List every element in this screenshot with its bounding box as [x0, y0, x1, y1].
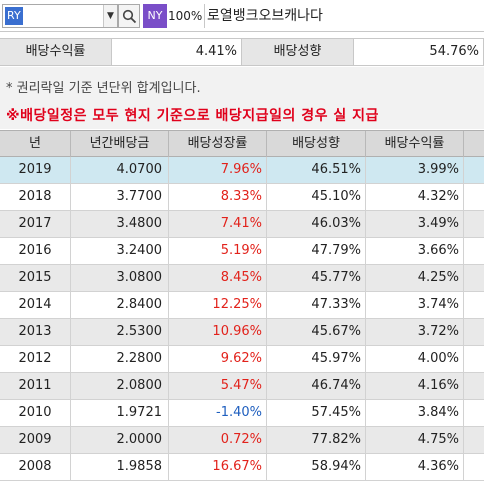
- search-icon: [122, 9, 137, 24]
- row-dividend-yield: 4.32%: [366, 184, 464, 210]
- payout-label: 배당성향: [242, 39, 354, 65]
- row-payout-ratio: 45.67%: [267, 319, 366, 345]
- header-year[interactable]: 년: [0, 131, 71, 157]
- header-dividend-yield[interactable]: 배당수익률: [366, 131, 464, 157]
- table-row[interactable]: 2010 1.9721 -1.40% 57.45% 3.84%: [0, 400, 484, 427]
- annual-note: * 권리락일 기준 년단위 합계입니다.: [6, 81, 201, 96]
- table-row[interactable]: 2019 4.0700 7.96% 46.51% 3.99%: [0, 157, 484, 184]
- row-payout-ratio: 46.03%: [267, 211, 366, 237]
- row-dividend-yield: 3.66%: [366, 238, 464, 264]
- table-row[interactable]: 2017 3.4800 7.41% 46.03% 3.49%: [0, 211, 484, 238]
- row-growth-rate: 12.25%: [169, 292, 267, 318]
- notes-area: * 권리락일 기준 년단위 합계입니다. ※배당일정은 모두 현지 기준으로 배…: [0, 67, 484, 129]
- dividend-summary: 배당수익률 4.41% 배당성향 54.76%: [0, 38, 484, 66]
- row-dividend-yield: 3.99%: [366, 157, 464, 183]
- row-payout-ratio: 47.33%: [267, 292, 366, 318]
- row-year: 2019: [0, 157, 71, 183]
- row-dividend-yield: 4.36%: [366, 454, 464, 480]
- row-annual-dividend: 4.0700: [71, 157, 169, 183]
- row-year: 2015: [0, 265, 71, 291]
- ticker-input[interactable]: RY: [5, 7, 23, 25]
- table-row[interactable]: 2009 2.0000 0.72% 77.82% 4.75%: [0, 427, 484, 454]
- row-dividend-yield: 4.00%: [366, 346, 464, 372]
- row-growth-rate: -1.40%: [169, 400, 267, 426]
- row-dividend-yield: 3.74%: [366, 292, 464, 318]
- row-annual-dividend: 3.0800: [71, 265, 169, 291]
- row-annual-dividend: 2.5300: [71, 319, 169, 345]
- row-growth-rate: 8.45%: [169, 265, 267, 291]
- row-annual-dividend: 1.9858: [71, 454, 169, 480]
- row-dividend-yield: 3.49%: [366, 211, 464, 237]
- row-dividend-yield: 4.25%: [366, 265, 464, 291]
- row-year: 2009: [0, 427, 71, 453]
- row-annual-dividend: 3.7700: [71, 184, 169, 210]
- yield-value: 4.41%: [112, 39, 242, 65]
- table-row[interactable]: 2013 2.5300 10.96% 45.67% 3.72%: [0, 319, 484, 346]
- schedule-warning: ※배당일정은 모두 현지 기준으로 배당지급일의 경우 실 지급: [6, 108, 379, 124]
- row-payout-ratio: 77.82%: [267, 427, 366, 453]
- row-year: 2012: [0, 346, 71, 372]
- row-payout-ratio: 45.77%: [267, 265, 366, 291]
- row-dividend-yield: 3.84%: [366, 400, 464, 426]
- row-year: 2016: [0, 238, 71, 264]
- table-row[interactable]: 2008 1.9858 16.67% 58.94% 4.36%: [0, 454, 484, 481]
- row-growth-rate: 5.47%: [169, 373, 267, 399]
- row-growth-rate: 0.72%: [169, 427, 267, 453]
- table-header: 년 년간배당금 배당성장률 배당성향 배당수익률: [0, 130, 484, 157]
- table-row[interactable]: 2016 3.2400 5.19% 47.79% 3.66%: [0, 238, 484, 265]
- table-row[interactable]: 2012 2.2800 9.62% 45.97% 4.00%: [0, 346, 484, 373]
- ticker-combobox[interactable]: RY ▼: [2, 4, 118, 28]
- row-payout-ratio: 45.10%: [267, 184, 366, 210]
- row-growth-rate: 16.67%: [169, 454, 267, 480]
- table-row[interactable]: 2011 2.0800 5.47% 46.74% 4.16%: [0, 373, 484, 400]
- row-growth-rate: 8.33%: [169, 184, 267, 210]
- row-growth-rate: 9.62%: [169, 346, 267, 372]
- row-growth-rate: 10.96%: [169, 319, 267, 345]
- row-annual-dividend: 3.4800: [71, 211, 169, 237]
- row-annual-dividend: 3.2400: [71, 238, 169, 264]
- row-year: 2008: [0, 454, 71, 480]
- table-row[interactable]: 2015 3.0800 8.45% 45.77% 4.25%: [0, 265, 484, 292]
- row-annual-dividend: 2.0800: [71, 373, 169, 399]
- row-annual-dividend: 2.0000: [71, 427, 169, 453]
- payout-value: 54.76%: [354, 39, 484, 65]
- stock-name: 로열뱅크오브캐나다: [204, 4, 482, 28]
- row-year: 2017: [0, 211, 71, 237]
- row-payout-ratio: 47.79%: [267, 238, 366, 264]
- chevron-down-icon[interactable]: ▼: [103, 5, 117, 27]
- row-payout-ratio: 57.45%: [267, 400, 366, 426]
- row-year: 2011: [0, 373, 71, 399]
- header-annual-dividend[interactable]: 년간배당금: [71, 131, 169, 157]
- table-row[interactable]: 2014 2.8400 12.25% 47.33% 3.74%: [0, 292, 484, 319]
- header-growth-rate[interactable]: 배당성장률: [169, 131, 267, 157]
- row-annual-dividend: 2.2800: [71, 346, 169, 372]
- row-year: 2018: [0, 184, 71, 210]
- row-growth-rate: 5.19%: [169, 238, 267, 264]
- row-year: 2014: [0, 292, 71, 318]
- table-row[interactable]: 2018 3.7700 8.33% 45.10% 4.32%: [0, 184, 484, 211]
- search-button[interactable]: [118, 4, 140, 28]
- row-dividend-yield: 4.16%: [366, 373, 464, 399]
- toolbar: RY ▼ NY 100% 로열뱅크오브캐나다: [0, 0, 484, 32]
- zoom-level[interactable]: 100%: [168, 9, 203, 23]
- row-dividend-yield: 4.75%: [366, 427, 464, 453]
- row-payout-ratio: 45.97%: [267, 346, 366, 372]
- row-year: 2013: [0, 319, 71, 345]
- row-growth-rate: 7.96%: [169, 157, 267, 183]
- row-growth-rate: 7.41%: [169, 211, 267, 237]
- row-year: 2010: [0, 400, 71, 426]
- header-payout-ratio[interactable]: 배당성향: [267, 131, 366, 157]
- yield-label: 배당수익률: [0, 39, 112, 65]
- row-payout-ratio: 46.51%: [267, 157, 366, 183]
- dividend-history-table: 년 년간배당금 배당성장률 배당성향 배당수익률 2019 4.0700 7.96%…: [0, 130, 484, 481]
- row-dividend-yield: 3.72%: [366, 319, 464, 345]
- row-annual-dividend: 2.8400: [71, 292, 169, 318]
- row-payout-ratio: 46.74%: [267, 373, 366, 399]
- row-payout-ratio: 58.94%: [267, 454, 366, 480]
- exchange-badge[interactable]: NY: [143, 4, 167, 28]
- row-annual-dividend: 1.9721: [71, 400, 169, 426]
